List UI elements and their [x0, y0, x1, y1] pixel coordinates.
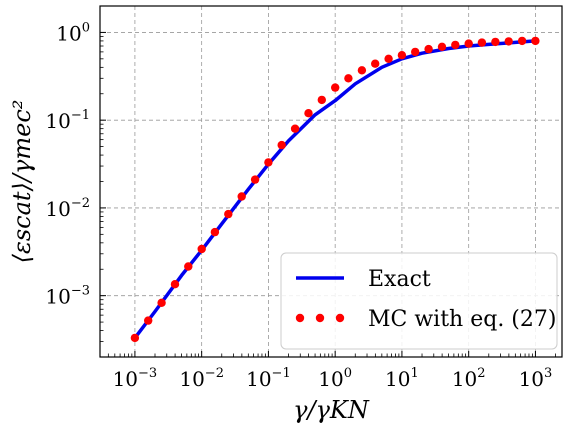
legend-label-mc: MC with eq. (27)	[368, 307, 556, 332]
series-mc-point	[504, 37, 513, 46]
series-mc-point	[144, 316, 153, 325]
series-mc-point	[477, 38, 487, 47]
series-mc-point	[304, 109, 313, 118]
x-tick-label: 100	[318, 366, 352, 391]
series-mc-point	[210, 227, 220, 237]
series-mc-point	[464, 39, 473, 48]
series-mc-point	[130, 333, 140, 343]
y-tick-label: 10−3	[45, 284, 90, 309]
x-tick-label: 101	[385, 366, 419, 391]
series-mc-point	[290, 124, 300, 133]
y-tick-label: 10−1	[45, 108, 90, 133]
series-mc-point	[277, 140, 286, 150]
series-mc-point	[237, 192, 246, 201]
legend-marker	[335, 313, 345, 323]
series-mc-point	[371, 59, 380, 68]
x-axis-label: γ/γKN	[293, 396, 370, 424]
series-mc-point	[197, 244, 206, 254]
series-mc-point	[170, 280, 180, 289]
y-tick-label: 100	[56, 20, 90, 45]
series-mc-point	[317, 95, 326, 105]
x-tick-label: 103	[519, 366, 553, 391]
series-mc-point	[424, 44, 433, 54]
axis-ticks: 10−3 10−2 10−1 100 101 102 103 10−3 10−2 10−1 100	[45, 20, 556, 391]
series-mc-point	[331, 83, 340, 92]
series-mc-point	[224, 209, 233, 219]
y-tick-label: 10−2	[45, 196, 90, 221]
legend-marker	[295, 313, 305, 323]
series-mc-point	[157, 298, 166, 307]
series-mc-point	[357, 66, 367, 75]
series-mc-point	[531, 36, 540, 46]
series-mc-point	[344, 74, 353, 83]
legend-box	[280, 252, 558, 350]
series-mc-point	[397, 51, 407, 60]
series-mc-point	[264, 158, 273, 167]
y-axis-label: ⟨εscat⟩/γmec²	[8, 100, 36, 264]
series-mc-point	[184, 262, 193, 271]
series-mc-point	[411, 47, 420, 57]
x-tick-label: 10−1	[246, 366, 291, 391]
x-tick-label: 10−3	[113, 366, 158, 391]
series-mc-point	[451, 40, 460, 50]
series-mc-point	[491, 37, 500, 47]
legend-marker	[315, 313, 325, 323]
x-tick-label: 10−2	[179, 366, 224, 391]
legend-label-exact: Exact	[368, 267, 431, 292]
plot-series	[130, 36, 540, 343]
series-mc-point	[384, 54, 393, 63]
legend: Exact MC with eq. (27)	[280, 252, 558, 350]
legend-swatch-mc	[295, 313, 345, 323]
series-mc-point	[250, 175, 260, 184]
series-mc-point	[517, 36, 527, 46]
x-tick-label: 102	[452, 366, 486, 391]
series-mc-point	[437, 42, 447, 51]
